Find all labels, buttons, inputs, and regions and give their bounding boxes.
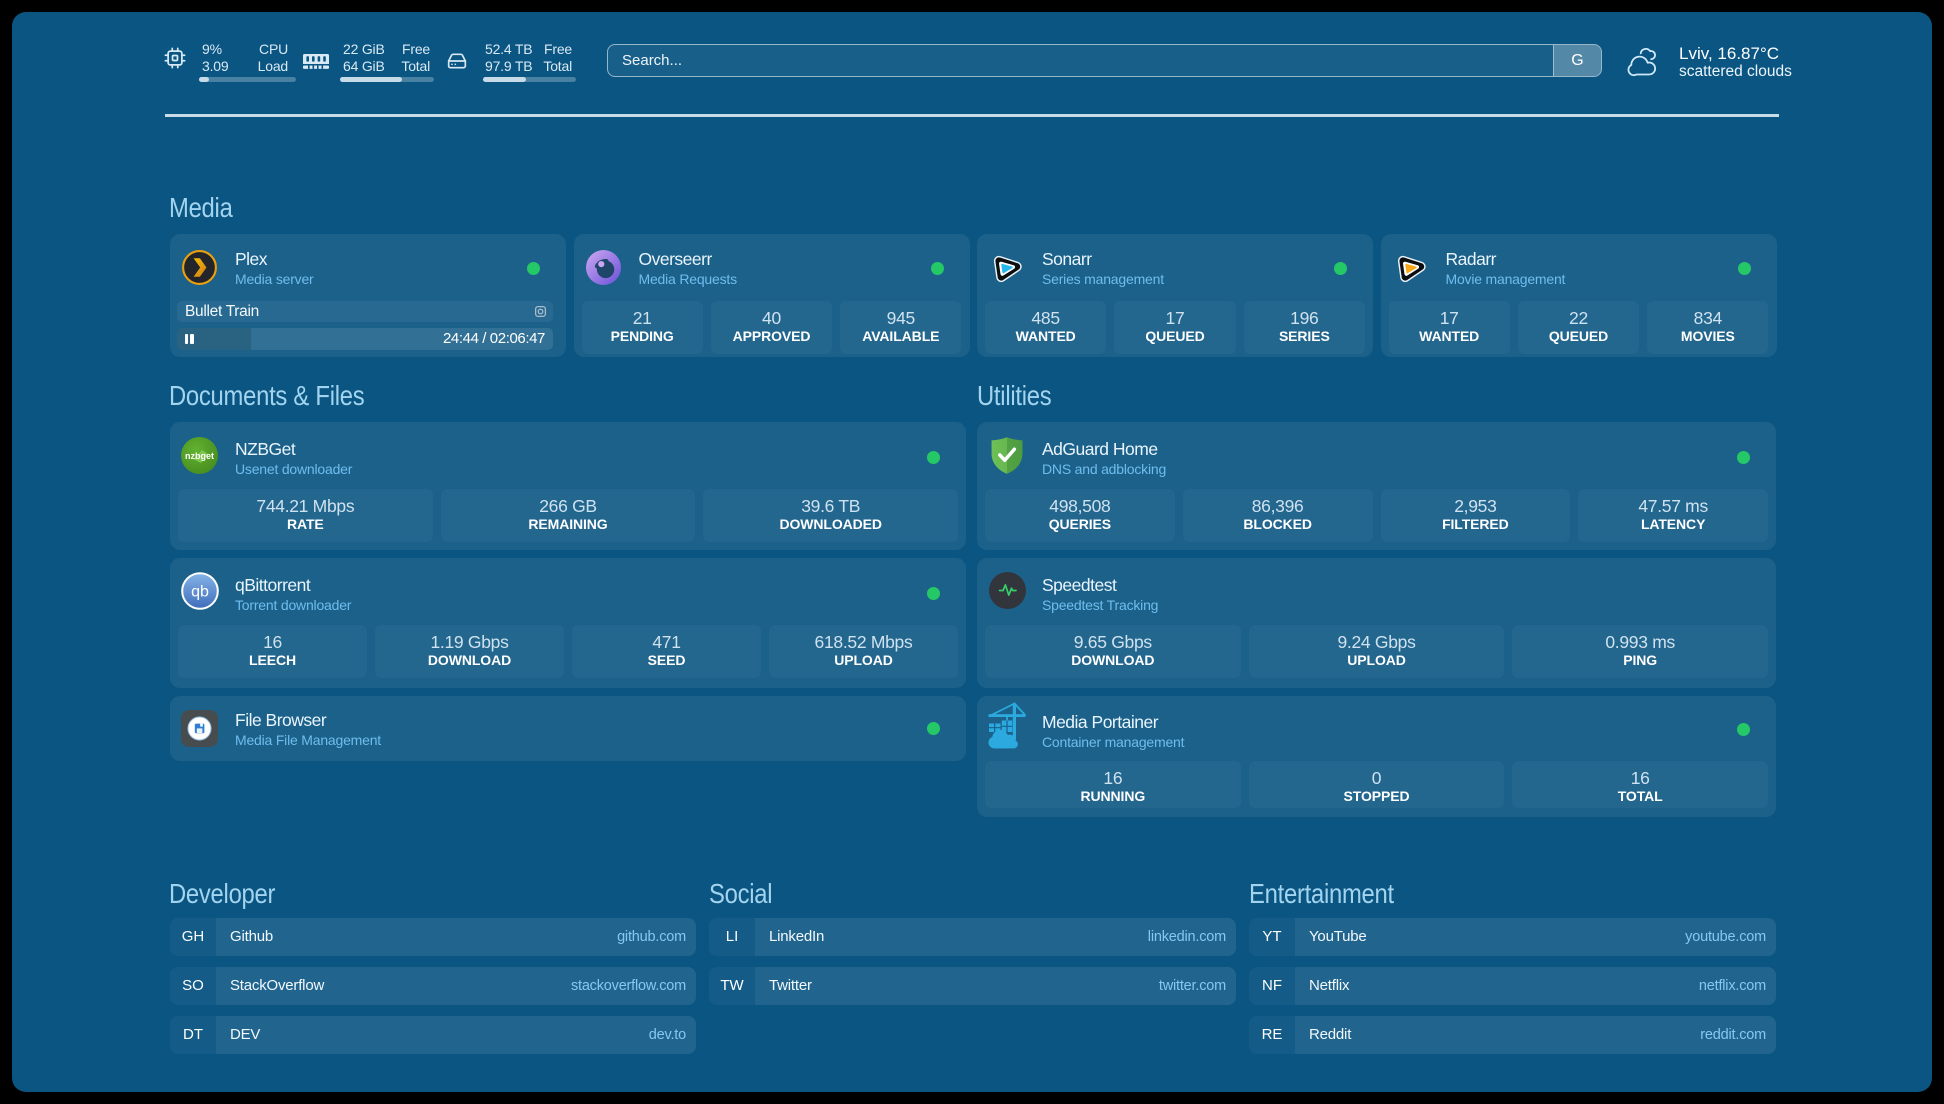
svg-text:nzbget: nzbget [185,451,214,461]
svg-text:qb: qb [191,584,209,601]
